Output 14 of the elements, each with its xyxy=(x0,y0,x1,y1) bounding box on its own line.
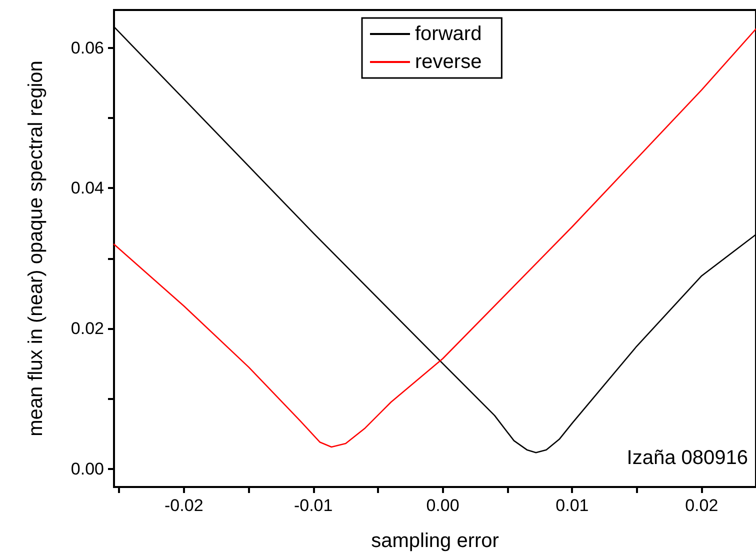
legend-label: forward xyxy=(415,23,482,45)
legend-label: reverse xyxy=(415,51,482,73)
x-tick-label: 0.02 xyxy=(685,496,718,515)
y-tick-label: 0.02 xyxy=(70,318,104,338)
x-tick-label: 0.01 xyxy=(556,496,589,515)
y-axis-title: mean flux in (near) opaque spectral region xyxy=(25,60,47,436)
x-tick-label: -0.01 xyxy=(294,496,333,515)
y-tick-label: 0.06 xyxy=(70,38,104,58)
x-tick-label: 0.00 xyxy=(426,496,460,515)
annotation: Izaña 080916 xyxy=(626,447,748,469)
x-axis-title: sampling error xyxy=(371,530,500,552)
x-tick-label: -0.02 xyxy=(164,496,204,515)
y-tick-label: 0.00 xyxy=(70,459,104,478)
y-tick-label: 0.04 xyxy=(70,178,104,198)
